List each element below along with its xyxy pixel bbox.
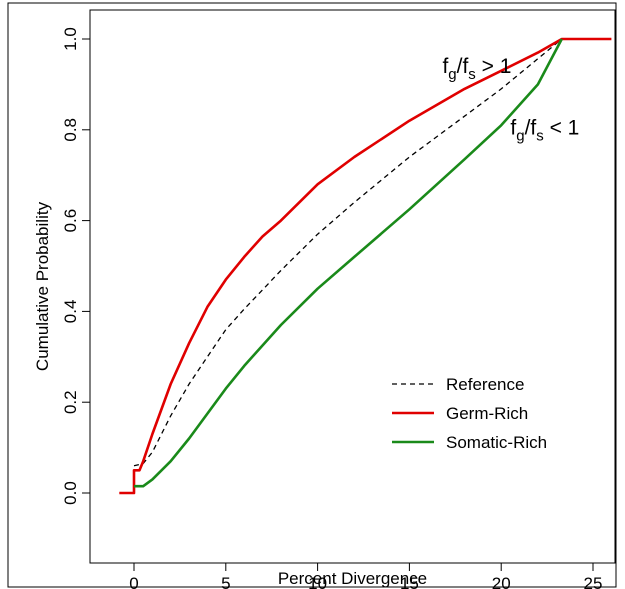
x-tick-label: 10	[308, 574, 327, 589]
x-axis-label: Percent Divergence	[278, 569, 427, 588]
annotations: fg/fs > 1 fg/fs < 1	[442, 55, 579, 144]
y-tick-label: 0.4	[61, 300, 80, 324]
legend: Reference Germ-Rich Somatic-Rich	[392, 375, 547, 452]
series-layer	[119, 37, 612, 495]
ratio-annotation: fg/fs < 1	[510, 116, 579, 144]
series-line-reference	[133, 38, 563, 467]
plot-frame	[89, 9, 616, 564]
y-tick-label: 0.0	[61, 481, 80, 505]
y-axis: 0.0 0.2 0.4 0.6 0.8 1.0	[61, 27, 90, 505]
y-tick-label: 0.6	[61, 209, 80, 233]
ratio-annotation: fg/fs > 1	[442, 55, 511, 83]
x-tick-label: 25	[584, 574, 603, 589]
legend-label: Germ-Rich	[446, 404, 528, 423]
y-tick-label: 1.0	[61, 27, 80, 51]
x-axis: 0 5 10 15 20 25	[129, 563, 602, 589]
x-tick-label: 20	[492, 574, 511, 589]
y-tick-label: 0.8	[61, 118, 80, 142]
legend-label: Somatic-Rich	[446, 433, 547, 452]
series-line-somatic-rich	[134, 38, 563, 488]
x-tick-label: 5	[221, 574, 230, 589]
y-axis-label: Cumulative Probability	[33, 201, 52, 371]
y-tick-label: 0.2	[61, 390, 80, 414]
outer-border	[7, 2, 617, 588]
series-line-germ-rich	[119, 37, 612, 495]
legend-label: Reference	[446, 375, 524, 394]
x-tick-label: 0	[129, 574, 138, 589]
x-tick-label: 15	[400, 574, 419, 589]
